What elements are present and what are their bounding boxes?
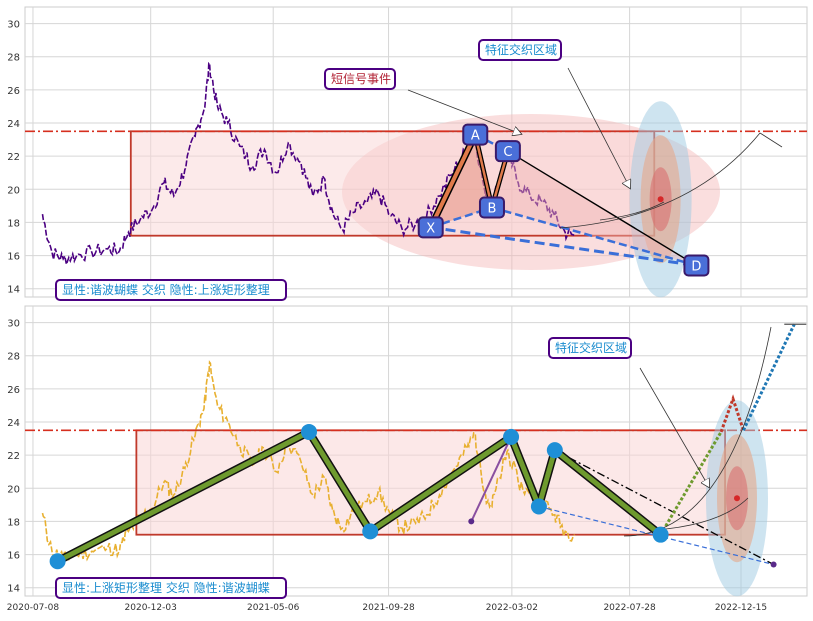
top-panel: 14 16 18 20 22 24 26 28 30 X A B C D 短信号事件 特征交织区域显性:谐波蝴… <box>7 6 808 301</box>
top-ytick-label: 28 <box>7 53 20 64</box>
top-feature-zone-label <box>478 39 562 61</box>
bottom-ytick-label: 22 <box>7 451 20 462</box>
top-leg-xa <box>428 133 478 229</box>
top-projection-tick <box>759 132 783 148</box>
top-range-box <box>129 130 656 237</box>
x-axis: 2020-07-08 2020-12-03 2021-05-06 2021-09-28… <box>7 603 767 613</box>
top-feature-zone-label-text: 特征交织区域 <box>485 42 557 57</box>
top-ytick-label: 24 <box>7 119 20 130</box>
bottom-ytick-label: 18 <box>7 517 20 528</box>
top-point-x-label: X <box>426 221 435 236</box>
top-xab-triangle <box>430 134 492 228</box>
top-leg-cd <box>507 150 697 267</box>
top-ytick-label: 20 <box>7 185 20 196</box>
top-point-c-box <box>494 140 521 163</box>
xtick-label: 2022-03-02 <box>486 603 538 613</box>
bottom-target-point <box>733 495 740 502</box>
bottom-hidden-xb <box>470 436 513 522</box>
bottom-legend-box <box>55 577 287 599</box>
top-ytick-label: 26 <box>7 86 20 97</box>
bottom-legend-box-text: 显性:上涨矩形整理 交织 隐性:谐波蝴蝶 <box>62 580 270 595</box>
top-point-x-box <box>417 216 444 239</box>
bottom-pivot-point <box>362 523 379 540</box>
bottom-ytick-label: 14 <box>7 584 20 595</box>
top-point-d-label: D <box>691 260 701 275</box>
bottom-ytick-label: 26 <box>7 385 20 396</box>
top-point-d-box <box>683 254 710 277</box>
top-ytick-label: 30 <box>7 20 20 31</box>
bottom-ytick-label: 24 <box>7 418 20 429</box>
top-target-point <box>657 196 664 203</box>
bottom-projection-spike <box>719 394 745 433</box>
top-bcd-triangle <box>491 151 697 266</box>
top-point-b-label: B <box>488 202 497 217</box>
bottom-ytick-label: 30 <box>7 319 20 330</box>
top-leg-ab <box>474 134 494 208</box>
bottom-projection-arc-small <box>654 497 749 531</box>
bottom-hidden-cd <box>554 449 774 566</box>
bottom-feature-zone-label-text: 特征交织区域 <box>555 340 627 355</box>
bottom-projection-arc <box>623 326 772 537</box>
top-point-b-box <box>478 196 505 219</box>
bottom-hidden-d-point <box>770 561 777 568</box>
top-ytick-label: 14 <box>7 285 20 296</box>
top-legend-box-text: 显性:谐波蝴蝶 交织 隐性:上涨矩形整理 <box>62 282 270 297</box>
xtick-label: 2020-07-08 <box>7 603 60 613</box>
bottom-pivot-point <box>546 442 563 459</box>
bottom-ytick-label: 20 <box>7 484 20 495</box>
top-legend-box <box>55 279 287 301</box>
top-ytick-label: 22 <box>7 152 20 163</box>
bottom-pivot-point <box>652 526 669 543</box>
bottom-ytick-label: 28 <box>7 352 20 363</box>
top-ytick-label: 16 <box>7 252 20 263</box>
bottom-range-box <box>135 429 726 536</box>
top-short-signal-label <box>324 68 396 90</box>
bottom-feature-zone-arrow <box>639 367 709 487</box>
bottom-pivot-point <box>503 428 520 445</box>
xtick-label: 2021-09-28 <box>362 603 415 613</box>
bottom-hidden-x-point <box>468 518 475 525</box>
top-point-c-label: C <box>503 145 512 160</box>
top-projection-arc-small <box>599 201 665 221</box>
bottom-ytick-label: 16 <box>7 551 20 562</box>
xtick-label: 2020-12-03 <box>125 603 177 613</box>
top-point-a-box <box>462 123 489 146</box>
top-short-signal-arrow <box>407 89 521 134</box>
top-feature-zone-arrow <box>567 67 630 188</box>
top-point-a-label: A <box>471 129 480 144</box>
top-projection-arc <box>559 132 761 229</box>
bottom-pivot-point <box>301 423 318 440</box>
xtick-label: 2022-12-15 <box>715 603 767 613</box>
top-short-signal-label-text: 短信号事件 <box>331 72 391 86</box>
xtick-label: 2022-07-28 <box>603 603 656 613</box>
top-price-series <box>41 62 576 268</box>
xtick-label: 2021-05-06 <box>247 603 300 613</box>
bottom-pivot-point <box>49 553 66 570</box>
bottom-feature-zone-label <box>548 337 632 359</box>
bottom-pivot-point <box>530 498 547 515</box>
top-ytick-label: 18 <box>7 218 20 229</box>
